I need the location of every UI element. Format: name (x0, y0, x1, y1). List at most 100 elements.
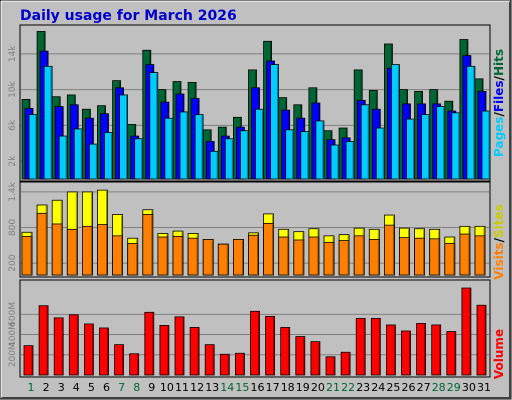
x-label-day-12: 12 (190, 381, 204, 394)
bar-visits-24 (368, 238, 380, 276)
x-label-day-30: 30 (462, 381, 476, 394)
x-label-day-7: 7 (118, 381, 125, 394)
bar-visits-18 (278, 236, 290, 276)
bar-visits-29 (444, 243, 456, 276)
bar-visits-4 (66, 228, 78, 276)
bar-pages-31 (481, 110, 491, 180)
y-tick-label: 600M (8, 302, 18, 327)
x-label-day-18: 18 (281, 381, 295, 394)
bar-visits-20 (308, 236, 320, 276)
x-label-day-15: 15 (235, 381, 249, 394)
bar-visits-27 (414, 237, 426, 276)
bar-volume-7 (114, 344, 124, 376)
bars (21, 31, 491, 376)
bar-volume-14 (219, 353, 230, 376)
x-label-day-3: 3 (58, 381, 65, 394)
bar-volume-4 (68, 314, 79, 376)
x-label-day-25: 25 (386, 381, 400, 394)
bar-volume-26 (401, 330, 411, 376)
bar-visits-22 (338, 240, 350, 276)
bar-visits-6 (97, 224, 108, 276)
x-label-day-4: 4 (73, 381, 80, 394)
x-label-day-27: 27 (417, 381, 431, 394)
bar-volume-13 (204, 344, 215, 376)
bar-volume-27 (416, 323, 427, 376)
x-label-day-24: 24 (371, 381, 385, 394)
x-axis-labels: 1 2 3 4 5 6 7 8 9 10 11 12 13 14 15 16 17 18 19 20 21 22 23 24 2… (28, 381, 492, 394)
bar-visits-9 (142, 214, 154, 276)
x-label-day-16: 16 (251, 381, 265, 394)
x-label-day-1: 1 (28, 381, 35, 394)
bar-volume-29 (446, 331, 457, 376)
bar-volume-12 (189, 327, 200, 376)
bar-volume-22 (340, 351, 351, 376)
x-label-day-14: 14 (220, 381, 234, 394)
bar-volume-5 (84, 323, 94, 376)
bar-volume-11 (174, 316, 185, 376)
y-tick-label: 200 (8, 254, 18, 271)
x-label-day-29: 29 (447, 381, 461, 394)
y-tick-label: 10k (8, 80, 18, 97)
bar-volume-9 (144, 311, 155, 376)
bar-visits-12 (187, 237, 199, 276)
x-label-day-2: 2 (43, 381, 50, 394)
x-label-day-17: 17 (266, 381, 280, 394)
bar-visits-28 (429, 238, 441, 276)
y-tick-label: 6k (8, 119, 18, 131)
y-tick-label: 14k (8, 45, 18, 62)
bar-visits-2 (36, 212, 48, 276)
bar-volume-3 (53, 317, 64, 376)
bar-visits-1 (21, 236, 33, 276)
bar-visits-14 (217, 243, 229, 276)
y-tick-label: 800 (8, 219, 18, 236)
hits-axis-label: Pages/Files/Hits (492, 49, 506, 157)
visits-axis-label: Visits/Sites (492, 204, 506, 280)
x-label-day-10: 10 (160, 381, 174, 394)
bar-volume-24 (370, 317, 381, 376)
bar-volume-6 (99, 327, 109, 376)
bar-volume-30 (461, 287, 472, 376)
x-label-day-13: 13 (205, 381, 219, 394)
x-label-day-6: 6 (103, 381, 110, 394)
volume-axis-label: Volume (492, 329, 506, 379)
x-label-day-21: 21 (326, 381, 340, 394)
bar-volume-15 (234, 352, 245, 376)
bar-visits-30 (459, 233, 471, 276)
bar-visits-7 (112, 235, 123, 276)
x-label-day-19: 19 (296, 381, 310, 394)
bar-volume-20 (310, 341, 321, 376)
bar-volume-10 (159, 325, 170, 376)
bar-volume-18 (280, 327, 291, 376)
chart-title: Daily usage for March 2026 (20, 8, 237, 24)
bar-volume-25 (385, 324, 396, 376)
bar-volume-16 (250, 310, 260, 376)
x-label-day-9: 9 (148, 381, 155, 394)
svg-text:Visits/Sites: Visits/Sites (492, 204, 506, 280)
bar-visits-15 (232, 238, 244, 276)
bar-volume-23 (355, 317, 366, 376)
bar-visits-8 (127, 243, 139, 276)
y-tick-label: 400M (8, 322, 18, 347)
bar-volume-17 (265, 315, 276, 376)
bar-volume-8 (129, 353, 140, 376)
bar-visits-21 (323, 241, 335, 276)
bar-visits-13 (202, 238, 214, 276)
x-label-day-5: 5 (88, 381, 95, 394)
bar-visits-31 (474, 235, 486, 276)
x-label-day-11: 11 (175, 381, 189, 394)
y-tick-label: 2k (8, 155, 18, 167)
x-label-day-22: 22 (341, 381, 355, 394)
svg-text:Pages/Files/Hits: Pages/Files/Hits (492, 49, 506, 157)
x-label-day-31: 31 (477, 381, 491, 394)
bar-visits-17 (263, 222, 275, 276)
bar-visits-25 (383, 224, 395, 276)
bar-volume-19 (295, 336, 306, 376)
bar-visits-16 (248, 234, 259, 276)
x-label-day-8: 8 (133, 381, 140, 394)
bar-visits-10 (157, 236, 169, 276)
bar-visits-26 (399, 237, 410, 276)
x-label-day-26: 26 (402, 381, 416, 394)
x-label-day-23: 23 (356, 381, 370, 394)
